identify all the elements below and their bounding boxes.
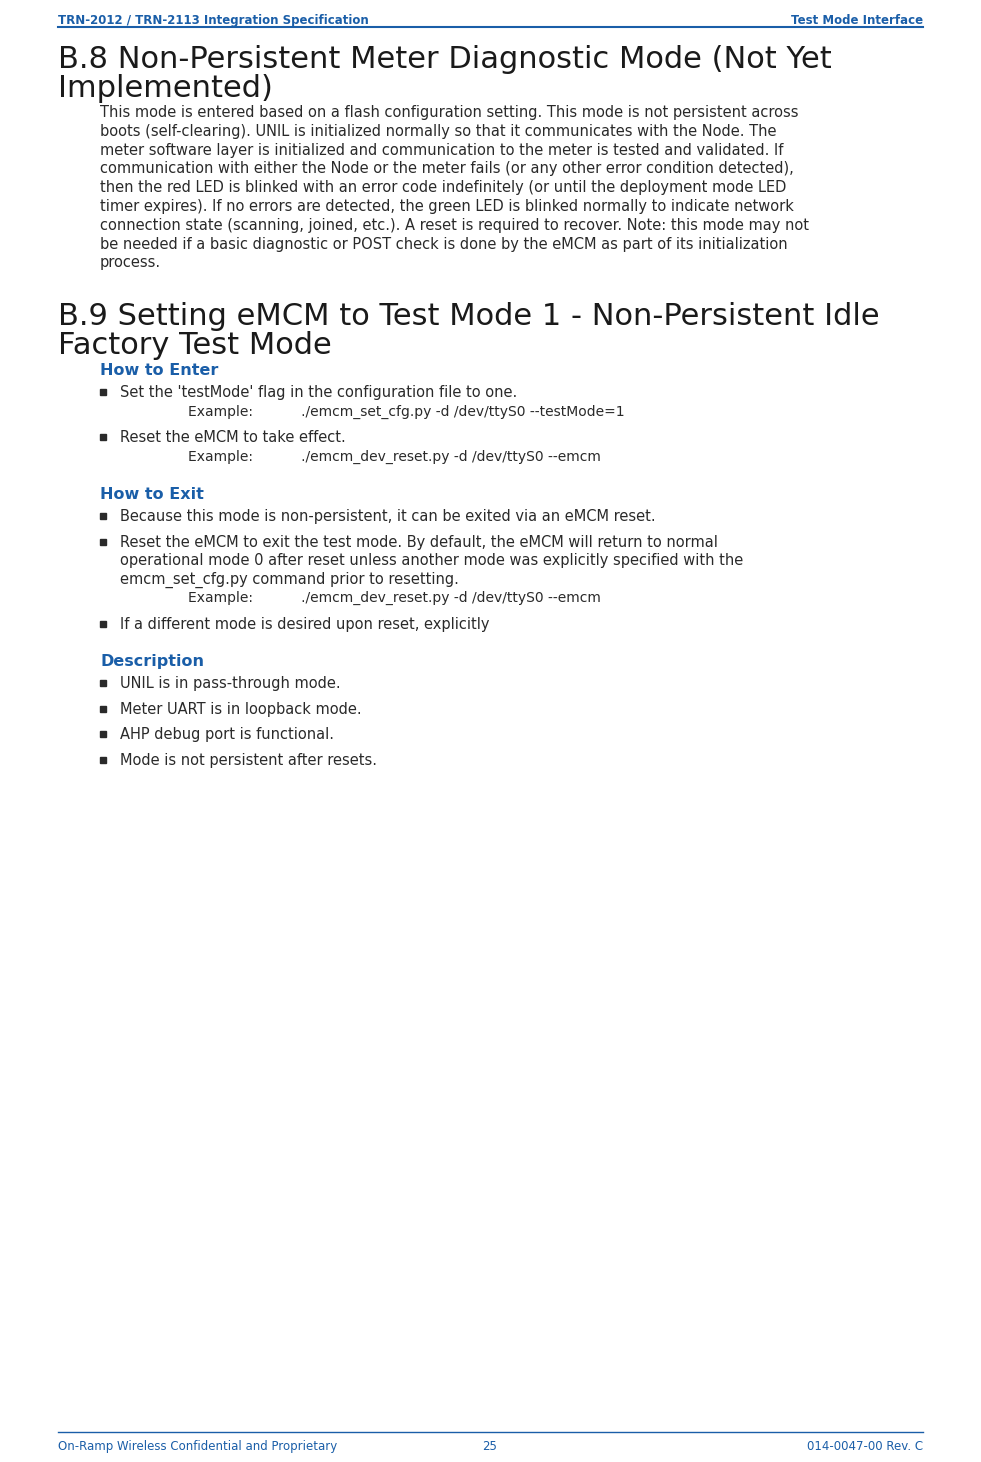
Bar (100, 434, 106, 440)
Bar (100, 513, 106, 519)
Text: Reset the eMCM to exit the test mode. By default, the eMCM will return to normal: Reset the eMCM to exit the test mode. By… (120, 535, 718, 550)
Text: B.8 Non-Persistent Meter Diagnostic Mode (Not Yet: B.8 Non-Persistent Meter Diagnostic Mode… (58, 45, 832, 75)
Text: Meter UART is in loopback mode.: Meter UART is in loopback mode. (120, 702, 362, 716)
Text: Because this mode is non-persistent, it can be exited via an eMCM reset.: Because this mode is non-persistent, it … (120, 509, 655, 525)
Text: On-Ramp Wireless Confidential and Proprietary: On-Ramp Wireless Confidential and Propri… (58, 1440, 337, 1453)
Text: This mode is entered based on a flash configuration setting. This mode is not pe: This mode is entered based on a flash co… (100, 105, 799, 120)
Text: B.9 Setting eMCM to Test Mode 1 - Non-Persistent Idle: B.9 Setting eMCM to Test Mode 1 - Non-Pe… (58, 303, 880, 332)
Text: Reset the eMCM to take effect.: Reset the eMCM to take effect. (120, 430, 345, 446)
Text: AHP debug port is functional.: AHP debug port is functional. (120, 727, 334, 743)
Text: Mode is not persistent after resets.: Mode is not persistent after resets. (120, 753, 377, 768)
Text: then the red LED is blinked with an error code indefinitely (or until the deploy: then the red LED is blinked with an erro… (100, 180, 787, 196)
Bar (100, 757, 106, 763)
Text: Example:           ./emcm_set_cfg.py -d /dev/ttyS0 --testMode=1: Example: ./emcm_set_cfg.py -d /dev/ttyS0… (188, 405, 625, 418)
Text: Example:           ./emcm_dev_reset.py -d /dev/ttyS0 --emcm: Example: ./emcm_dev_reset.py -d /dev/tty… (188, 591, 601, 605)
Bar (100, 731, 106, 737)
Text: boots (self-clearing). UNIL is initialized normally so that it communicates with: boots (self-clearing). UNIL is initializ… (100, 124, 777, 139)
Bar (100, 680, 106, 686)
Text: TRN-2012 / TRN-2113 Integration Specification: TRN-2012 / TRN-2113 Integration Specific… (58, 15, 369, 26)
Text: Set the 'testMode' flag in the configuration file to one.: Set the 'testMode' flag in the configura… (120, 385, 517, 401)
Text: process.: process. (100, 256, 161, 270)
Text: communication with either the Node or the meter fails (or any other error condit: communication with either the Node or th… (100, 161, 794, 177)
Text: Example:           ./emcm_dev_reset.py -d /dev/ttyS0 --emcm: Example: ./emcm_dev_reset.py -d /dev/tty… (188, 450, 601, 463)
Text: emcm_set_cfg.py command prior to resetting.: emcm_set_cfg.py command prior to resetti… (120, 572, 459, 588)
Bar (100, 389, 106, 395)
Text: How to Exit: How to Exit (100, 487, 204, 503)
Text: 25: 25 (483, 1440, 497, 1453)
Text: timer expires). If no errors are detected, the green LED is blinked normally to : timer expires). If no errors are detecte… (100, 199, 794, 213)
Text: meter software layer is initialized and communication to the meter is tested and: meter software layer is initialized and … (100, 143, 784, 158)
Text: How to Enter: How to Enter (100, 363, 219, 379)
Bar (100, 621, 106, 627)
Text: be needed if a basic diagnostic or POST check is done by the eMCM as part of its: be needed if a basic diagnostic or POST … (100, 237, 788, 251)
Text: operational mode 0 after reset unless another mode was explicitly specified with: operational mode 0 after reset unless an… (120, 553, 744, 569)
Bar (100, 538, 106, 545)
Text: Factory Test Mode: Factory Test Mode (58, 332, 332, 360)
Bar (100, 706, 106, 712)
Text: If a different mode is desired upon reset, explicitly: If a different mode is desired upon rese… (120, 617, 490, 632)
Text: Test Mode Interface: Test Mode Interface (791, 15, 923, 26)
Text: Description: Description (100, 654, 204, 670)
Text: 014-0047-00 Rev. C: 014-0047-00 Rev. C (807, 1440, 923, 1453)
Text: UNIL is in pass-through mode.: UNIL is in pass-through mode. (120, 677, 340, 692)
Text: Implemented): Implemented) (58, 75, 273, 102)
Text: connection state (scanning, joined, etc.). A reset is required to recover. Note:: connection state (scanning, joined, etc.… (100, 218, 809, 232)
